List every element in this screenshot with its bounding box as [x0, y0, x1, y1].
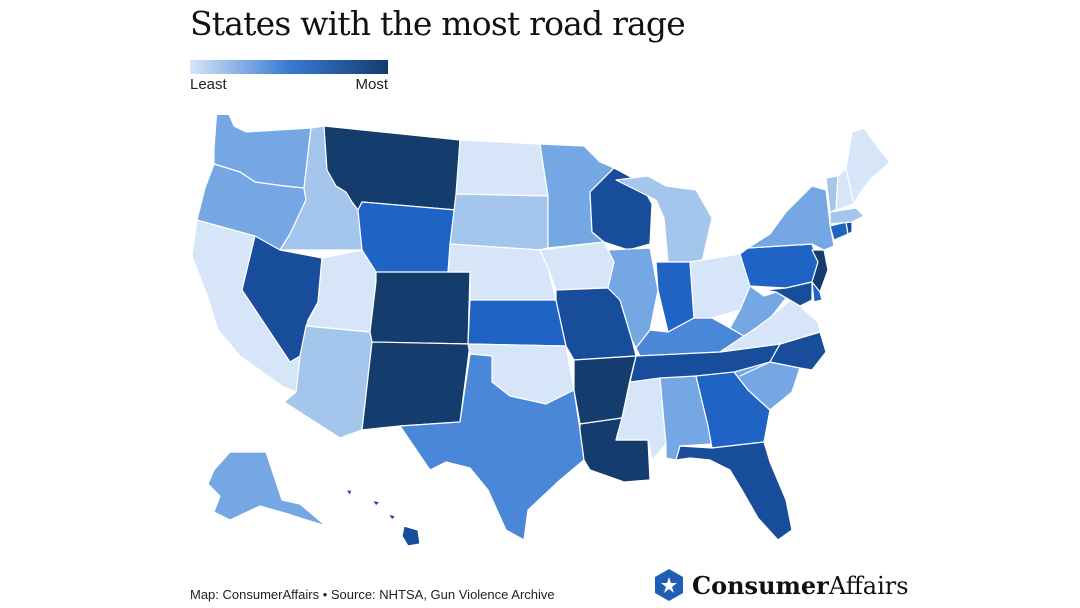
- state-hawaii[interactable]: [345, 489, 421, 547]
- state-alaska[interactable]: [207, 451, 327, 527]
- source-caption: Map: ConsumerAffairs • Source: NHTSA, Gu…: [190, 587, 555, 602]
- state-nevada[interactable]: [241, 235, 323, 363]
- us-state-map: [191, 115, 891, 547]
- state-north-carolina[interactable]: [739, 331, 827, 377]
- page-title: States with the most road rage: [190, 4, 686, 43]
- star-badge-icon: [655, 569, 683, 601]
- state-maryland[interactable]: [763, 281, 813, 307]
- state-new-york[interactable]: [747, 185, 835, 251]
- state-south-dakota[interactable]: [449, 193, 549, 251]
- state-michigan[interactable]: [615, 175, 713, 263]
- state-north-dakota[interactable]: [455, 139, 549, 197]
- consumeraffairs-logo: ConsumerAffairs: [652, 568, 909, 602]
- state-colorado[interactable]: [369, 271, 471, 345]
- state-new-jersey[interactable]: [811, 249, 829, 293]
- state-massachusetts[interactable]: [829, 207, 865, 225]
- state-florida[interactable]: [675, 441, 793, 541]
- state-maine[interactable]: [845, 127, 891, 205]
- state-new-mexico[interactable]: [361, 341, 471, 431]
- state-pennsylvania[interactable]: [739, 243, 819, 289]
- legend-most-label: Most: [355, 76, 388, 93]
- state-wyoming[interactable]: [357, 201, 457, 279]
- state-kansas[interactable]: [467, 299, 567, 347]
- legend-gradient-bar: [190, 60, 388, 74]
- logo-wordmark: ConsumerAffairs: [692, 570, 909, 600]
- state-illinois[interactable]: [607, 247, 659, 349]
- state-connecticut[interactable]: [829, 221, 849, 241]
- state-texas[interactable]: [399, 353, 585, 541]
- legend-least-label: Least: [190, 76, 227, 93]
